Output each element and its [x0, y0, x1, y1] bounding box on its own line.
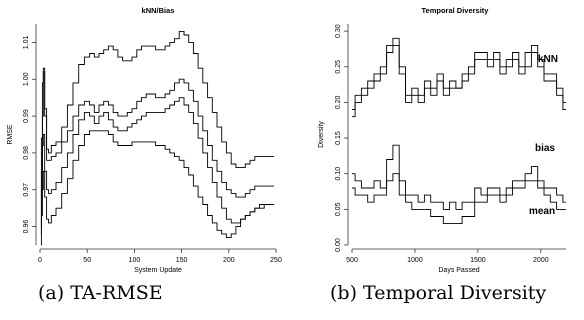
series-label: mean	[529, 206, 555, 217]
y-tick-label: 0.98	[23, 146, 30, 160]
series-line	[352, 173, 566, 225]
x-tick-label: 200	[223, 257, 235, 264]
series-line	[352, 44, 566, 118]
caption-b: (b) Temporal Diversity	[330, 282, 547, 304]
x-tick-label: 1000	[407, 257, 423, 264]
series-line	[352, 144, 566, 210]
series-label: kNN	[538, 54, 558, 65]
y-axis-label: RMSE	[7, 124, 14, 145]
y-tick-label: 0.15	[335, 131, 342, 145]
x-tick-label: 150	[176, 257, 188, 264]
series-line	[40, 71, 275, 228]
caption-a: (a) TA-RMSE	[38, 282, 163, 304]
x-axis-label: Days Passed	[438, 267, 479, 274]
series-line	[40, 30, 275, 198]
x-tick-label: 0	[38, 257, 42, 264]
x-axis-label: System Update	[134, 267, 182, 274]
y-tick-label: 0.10	[335, 167, 342, 181]
x-tick-label: 50	[83, 257, 91, 264]
x-tick-label: 2000	[533, 257, 549, 264]
y-tick-label: 1.00	[23, 72, 30, 86]
y-tick-label: 0.05	[335, 202, 342, 216]
series-line	[40, 97, 275, 235]
y-tick-label: 1.01	[23, 35, 30, 49]
chart-title: kNN/Bias	[142, 6, 175, 15]
y-tick-label: 0.20	[335, 96, 342, 110]
series-line	[40, 130, 275, 246]
y-axis-label: Diversity	[318, 121, 325, 148]
x-tick-label: 1500	[470, 257, 486, 264]
chart-title: Temporal Diversity	[422, 6, 490, 15]
y-tick-label: 0.30	[335, 24, 342, 38]
x-tick-label: 500	[346, 257, 358, 264]
x-tick-label: 100	[129, 257, 141, 264]
y-tick-label: 0.99	[23, 109, 30, 123]
y-tick-label: 0.00	[335, 238, 342, 252]
x-tick-label: 250	[270, 257, 282, 264]
y-tick-label: 0.25	[335, 60, 342, 74]
figure: kNN/Bias 0 50 100 150 200 250 0.96 0.97 0.98 0.99 1…	[7, 6, 566, 274]
y-tick-label: 0.97	[23, 183, 30, 197]
y-tick-label: 0.96	[23, 220, 30, 234]
series-label: bias	[535, 143, 555, 154]
